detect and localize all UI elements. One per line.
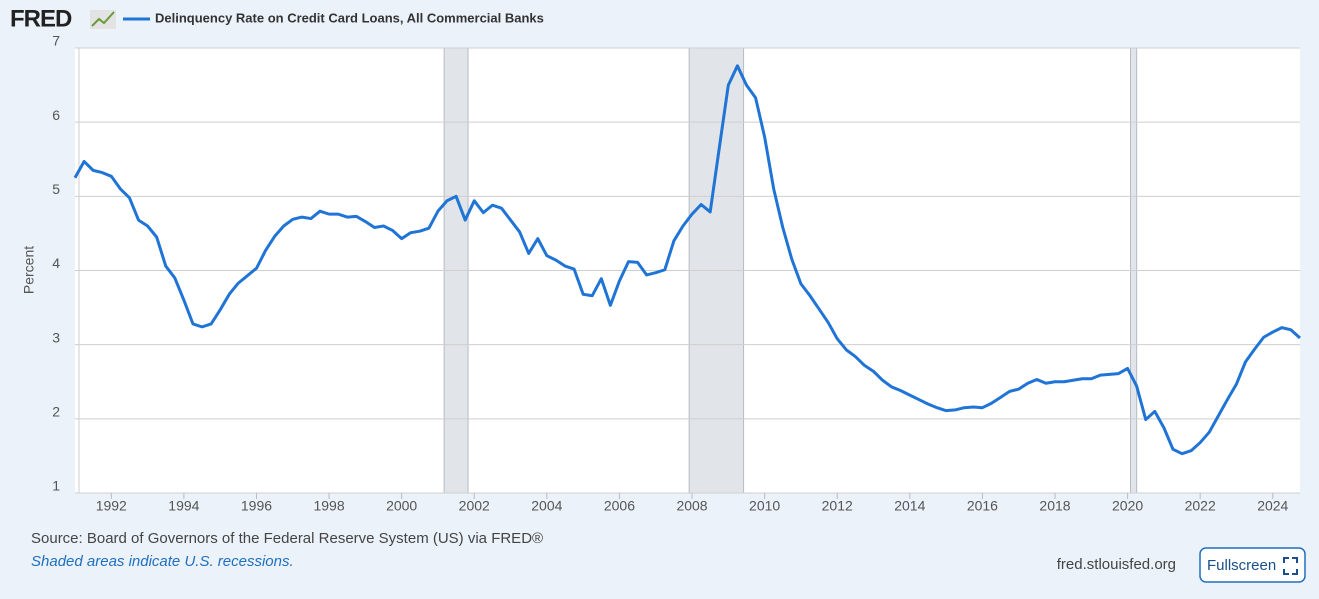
y-tick-label: 2 (52, 404, 60, 420)
y-axis-label: Percent (21, 246, 37, 294)
legend-label: Delinquency Rate on Credit Card Loans, A… (155, 10, 544, 25)
x-tick-label: 2000 (386, 498, 417, 514)
x-tick-label: 2008 (676, 498, 707, 514)
logo-icon (90, 10, 116, 29)
y-tick-label: 3 (52, 329, 60, 345)
button-frame[interactable] (1199, 547, 1306, 583)
x-tick-label: 1994 (168, 498, 199, 514)
x-tick-label: 2018 (1039, 498, 1070, 514)
x-tick-label: 2016 (967, 498, 998, 514)
y-tick-label: 7 (52, 33, 60, 49)
x-tick-label: 2010 (749, 498, 780, 514)
x-tick-label: 2006 (604, 498, 635, 514)
x-tick-label: 2002 (459, 498, 490, 514)
fullscreen-button[interactable]: Fullscreen (1199, 547, 1306, 583)
y-tick-label: 1 (52, 478, 60, 494)
x-tick-label: 1992 (96, 498, 127, 514)
y-tick-label: 4 (52, 255, 60, 271)
x-tick-label: 1998 (313, 498, 344, 514)
x-tick-label: 2020 (1112, 498, 1143, 514)
series-line (73, 64, 1302, 456)
button-label[interactable]: Fullscreen (1207, 557, 1276, 574)
x-tick-label: 2024 (1257, 498, 1288, 514)
x-tick-label: 1996 (241, 498, 272, 514)
x-tick-label: 2004 (531, 498, 562, 514)
site-link: fred.stlouisfed.org (1057, 556, 1176, 573)
y-tick-label: 5 (52, 181, 60, 197)
y-tick-label: 6 (52, 107, 60, 123)
logo: FRED (10, 5, 72, 32)
recession-note: Shaded areas indicate U.S. recessions. (31, 553, 294, 570)
source: Source: Board of Governors of the Federa… (31, 530, 543, 547)
x-tick-label: 2014 (894, 498, 925, 514)
button-icon[interactable] (1283, 557, 1298, 575)
x-tick-label: 2012 (822, 498, 853, 514)
x-tick-label: 2022 (1185, 498, 1216, 514)
